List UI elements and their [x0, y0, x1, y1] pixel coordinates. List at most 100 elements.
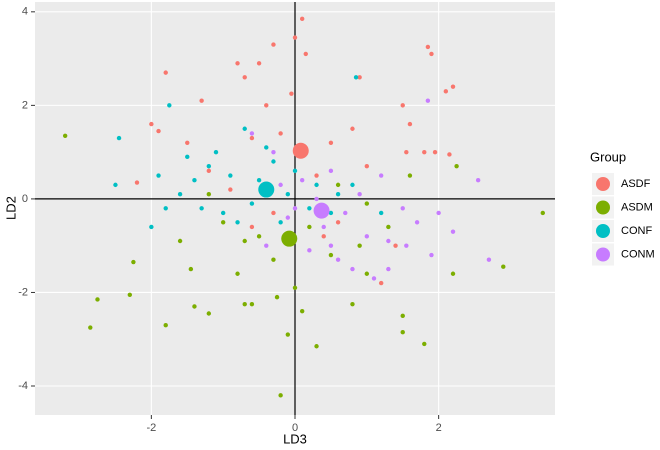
- point: [88, 325, 93, 330]
- point: [256, 61, 262, 66]
- point: [400, 103, 405, 108]
- point: [177, 192, 183, 197]
- point: [156, 173, 161, 178]
- point: [422, 341, 427, 347]
- point: [422, 149, 427, 155]
- point: [335, 257, 341, 262]
- point: [386, 238, 391, 244]
- point: [177, 238, 183, 244]
- point: [454, 163, 459, 169]
- point: [371, 276, 377, 281]
- point: [450, 84, 456, 89]
- point: [450, 271, 456, 276]
- point: [206, 168, 212, 174]
- point: [364, 234, 370, 239]
- legend-swatch: [596, 247, 610, 262]
- point: [364, 201, 370, 206]
- point: [328, 210, 334, 216]
- point: [314, 173, 319, 178]
- point: [447, 152, 452, 157]
- point: [249, 135, 255, 141]
- point: [400, 313, 405, 319]
- point: [285, 192, 291, 197]
- point: [285, 332, 291, 337]
- point: [321, 234, 326, 239]
- point: [414, 220, 420, 225]
- point: [206, 311, 212, 316]
- point: [540, 210, 545, 216]
- point: [404, 149, 409, 155]
- point: [436, 210, 441, 216]
- point: [264, 243, 269, 248]
- point: [285, 215, 291, 220]
- point: [163, 70, 168, 75]
- y-tick-label: -2: [18, 286, 28, 298]
- legend-swatch: [596, 200, 610, 215]
- legend-label: ASDM: [621, 201, 653, 213]
- point: [249, 224, 255, 230]
- point: [228, 173, 233, 178]
- point: [235, 61, 240, 66]
- y-tick-label: -4: [18, 380, 28, 392]
- point: [278, 220, 283, 225]
- point: [249, 131, 255, 136]
- point: [242, 75, 247, 80]
- point: [206, 192, 212, 197]
- point: [220, 210, 226, 216]
- point: [235, 271, 240, 276]
- point: [192, 178, 197, 183]
- point: [213, 149, 219, 155]
- point: [314, 344, 319, 349]
- point: [307, 248, 312, 253]
- point: [206, 163, 212, 169]
- point: [292, 206, 298, 211]
- point: [149, 121, 154, 127]
- point: [185, 140, 190, 145]
- point: [299, 16, 305, 22]
- point: [314, 196, 319, 202]
- point: [271, 257, 276, 262]
- point: [400, 330, 405, 335]
- legend-swatch: [596, 177, 610, 191]
- y-axis-title: LD2: [3, 196, 18, 220]
- x-tick-label: 2: [436, 422, 442, 434]
- point: [328, 252, 334, 258]
- point: [343, 210, 348, 216]
- point: [95, 297, 100, 302]
- point: [292, 285, 298, 290]
- point: [321, 224, 326, 230]
- y-tick-label: 0: [22, 193, 28, 205]
- point: [307, 206, 312, 211]
- point: [425, 98, 431, 103]
- point: [249, 301, 255, 307]
- centroid: [281, 230, 298, 247]
- point: [278, 182, 283, 188]
- point: [235, 220, 240, 225]
- legend-label: ASDF: [621, 178, 651, 190]
- point: [386, 224, 391, 230]
- point: [185, 154, 190, 160]
- point: [199, 98, 204, 103]
- point: [274, 294, 280, 300]
- point: [167, 103, 172, 108]
- point: [156, 128, 161, 134]
- point: [307, 224, 312, 230]
- point: [256, 234, 262, 239]
- point: [425, 44, 431, 50]
- point: [188, 266, 194, 272]
- legend-label: CONF: [621, 225, 652, 237]
- point: [357, 192, 362, 197]
- point: [335, 220, 341, 225]
- legend-label: CONM: [621, 248, 655, 260]
- point: [357, 243, 362, 248]
- point: [127, 292, 133, 297]
- point: [292, 168, 298, 174]
- point: [350, 182, 355, 188]
- legend-swatch: [596, 224, 610, 238]
- point: [292, 35, 298, 40]
- point: [378, 173, 384, 178]
- point: [335, 192, 341, 197]
- point: [501, 264, 506, 269]
- point: [314, 182, 319, 188]
